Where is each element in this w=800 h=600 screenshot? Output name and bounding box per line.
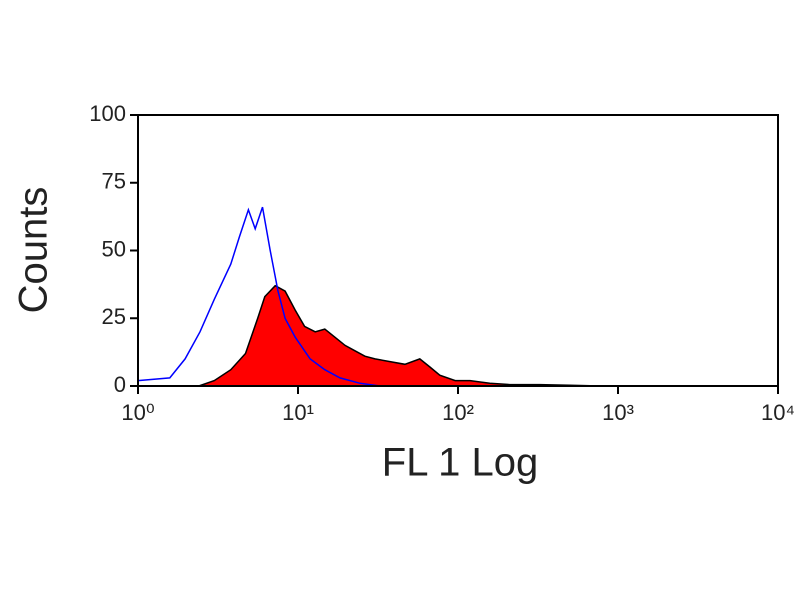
x-tick-label: 10² bbox=[442, 400, 474, 425]
y-tick-label: 50 bbox=[102, 236, 126, 261]
x-tick-label: 10³ bbox=[602, 400, 634, 425]
y-tick-label: 0 bbox=[114, 372, 126, 397]
y-tick-label: 75 bbox=[102, 169, 126, 194]
x-tick-label: 10¹ bbox=[282, 400, 314, 425]
y-tick-label: 25 bbox=[102, 304, 126, 329]
histogram-line bbox=[137, 206, 381, 387]
x-tick-label: 10⁰ bbox=[121, 400, 154, 425]
y-axis-label: Counts bbox=[12, 187, 56, 314]
plot-frame bbox=[137, 114, 779, 387]
x-tick-label: 10⁴ bbox=[761, 400, 795, 425]
x-axis-label: FL 1 Log bbox=[382, 441, 538, 485]
y-tick-label: 100 bbox=[89, 101, 126, 126]
histogram-area bbox=[198, 284, 601, 387]
